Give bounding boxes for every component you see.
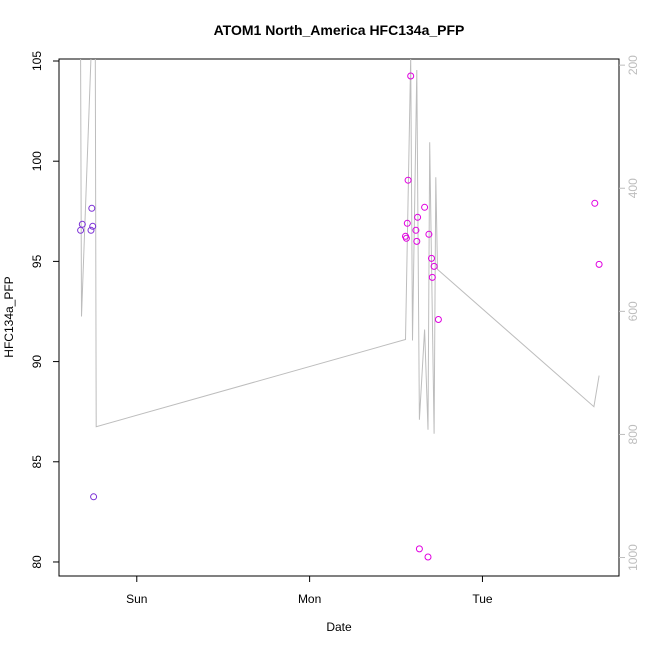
plot-frame xyxy=(58,58,620,577)
data-point xyxy=(414,213,422,221)
data-point xyxy=(89,222,97,230)
data-point xyxy=(78,220,86,228)
data-point xyxy=(407,72,415,80)
data-point xyxy=(415,545,423,553)
x-tick-label: Tue xyxy=(472,592,493,606)
y-axis-right: 200 400 600 800 1000 xyxy=(619,55,640,571)
y-axis-label: HFC134a_PFP xyxy=(2,276,16,357)
y2-tick-label: 400 xyxy=(626,178,640,198)
chart-title: ATOM1 North_America HFC134a_PFP xyxy=(214,22,465,38)
data-point xyxy=(404,176,412,184)
y-axis-left: 80 85 90 95 100 105 xyxy=(30,51,59,569)
y-tick-label: 100 xyxy=(30,151,44,171)
y-tick-label: 80 xyxy=(30,555,44,569)
series-line-layer xyxy=(80,59,600,434)
data-point xyxy=(434,316,442,323)
y-tick-label: 95 xyxy=(30,254,44,268)
data-point xyxy=(428,273,436,281)
data-point xyxy=(412,226,420,234)
y2-tick-label: 200 xyxy=(626,55,640,75)
data-point xyxy=(88,204,96,212)
data-point xyxy=(90,493,98,501)
data-point xyxy=(425,230,433,238)
y2-tick-label: 800 xyxy=(626,424,640,444)
x-tick-label: Mon xyxy=(298,592,321,606)
y-tick-label: 105 xyxy=(30,51,44,71)
x-axis-label: Date xyxy=(326,620,352,634)
y-tick-label: 85 xyxy=(30,455,44,469)
series-line xyxy=(80,59,600,434)
y2-tick-label: 600 xyxy=(626,301,640,321)
data-point xyxy=(421,203,429,211)
data-point xyxy=(591,199,599,207)
data-point xyxy=(87,226,95,234)
data-point xyxy=(424,553,432,561)
data-point xyxy=(430,262,438,270)
data-point xyxy=(403,219,411,227)
y2-tick-label: 1000 xyxy=(626,544,640,571)
x-axis: Sun Mon Tue xyxy=(126,576,493,606)
data-point xyxy=(428,254,435,262)
y-tick-label: 90 xyxy=(30,355,44,369)
data-points-layer xyxy=(77,72,603,561)
data-point xyxy=(77,226,85,234)
data-point xyxy=(402,234,410,242)
data-point xyxy=(413,237,421,245)
x-tick-label: Sun xyxy=(126,592,147,606)
data-point xyxy=(595,260,603,268)
